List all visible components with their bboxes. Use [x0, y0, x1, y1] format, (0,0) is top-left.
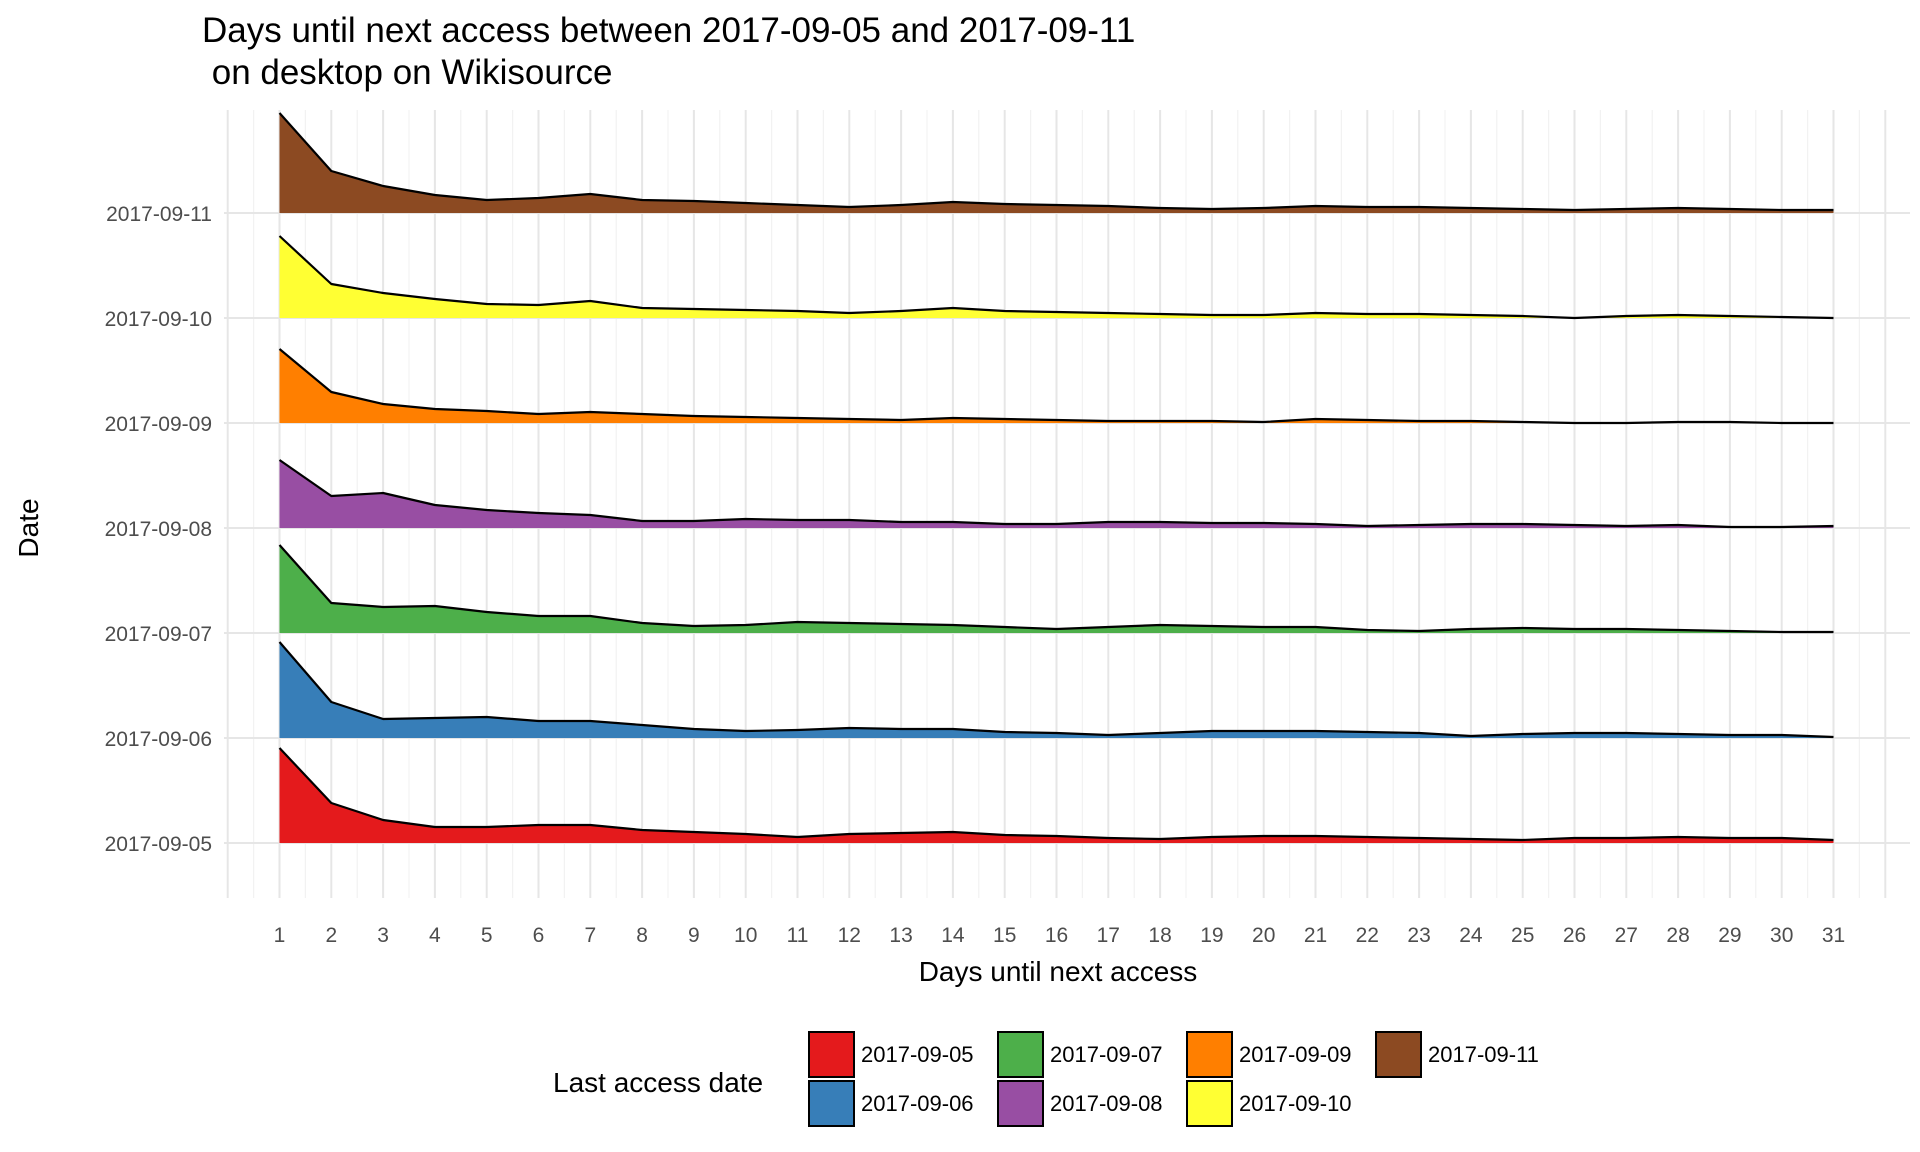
legend-entry-2017-09-09: 2017-09-09: [1186, 1031, 1352, 1078]
x-tick-label: 7: [584, 924, 596, 947]
series-area: [279, 460, 1834, 528]
x-tick-label: 28: [1666, 924, 1689, 947]
series-2017-09-10: [278, 235, 1834, 320]
series-line: [278, 747, 1834, 842]
series-line: [278, 348, 1834, 425]
x-tick-label: 11: [787, 924, 809, 947]
legend-entry-2017-09-06: 2017-09-06: [808, 1080, 974, 1127]
legend-entry-2017-09-11: 2017-09-11: [1375, 1031, 1539, 1078]
y-tick-label: 2017-09-10: [105, 308, 212, 331]
series-2017-09-05: [278, 747, 1834, 843]
x-tick-label: 5: [481, 924, 493, 947]
x-tick-label: 20: [1252, 924, 1275, 947]
legend-swatch: [997, 1031, 1044, 1078]
series-area: [279, 545, 1834, 633]
x-tick-label: 25: [1511, 924, 1534, 947]
legend-entry-2017-09-10: 2017-09-10: [1186, 1080, 1352, 1127]
y-axis-ticks: 2017-09-05 2017-09-06 2017-09-07 2017-09-08…: [105, 203, 212, 856]
chart-title-line2: on desktop on Wikisource: [202, 53, 612, 92]
x-tick-label: 1: [274, 924, 286, 947]
legend-entry-2017-09-05: 2017-09-05: [808, 1031, 974, 1078]
legend-label: 2017-09-06: [861, 1091, 974, 1116]
legend-swatch: [1186, 1031, 1233, 1078]
ridgeline-areas: [278, 112, 1834, 843]
x-tick-label: 3: [377, 924, 389, 947]
series-2017-09-06: [278, 641, 1834, 739]
chart-title-line1: Days until next access between 2017-09-0…: [202, 11, 1135, 50]
x-tick-label: 15: [993, 924, 1016, 947]
grid: [224, 110, 1910, 898]
series-2017-09-08: [278, 459, 1834, 529]
legend-swatch: [808, 1031, 855, 1078]
x-tick-label: 9: [688, 924, 700, 947]
legend-entry-2017-09-08: 2017-09-08: [997, 1080, 1163, 1127]
series-line: [278, 459, 1834, 529]
x-tick-label: 26: [1563, 924, 1586, 947]
series-area: [279, 349, 1834, 423]
x-tick-label: 19: [1200, 924, 1223, 947]
x-tick-label: 24: [1459, 924, 1483, 947]
series-area: [279, 113, 1834, 213]
x-tick-label: 8: [636, 924, 648, 947]
y-tick-label: 2017-09-11: [106, 203, 212, 226]
series-2017-09-09: [278, 348, 1834, 425]
legend-label: 2017-09-08: [1050, 1091, 1163, 1116]
legend-title: Last access date: [553, 1067, 763, 1098]
x-tick-label: 6: [533, 924, 545, 947]
series-line: [278, 544, 1834, 634]
legend-label: 2017-09-05: [861, 1042, 974, 1067]
legend-label: 2017-09-11: [1428, 1042, 1539, 1067]
series-area: [279, 236, 1834, 318]
x-tick-label: 2: [325, 924, 337, 947]
legend-entry-2017-09-07: 2017-09-07: [997, 1031, 1163, 1078]
legend-swatch: [1186, 1080, 1233, 1127]
x-tick-label: 27: [1615, 924, 1638, 947]
legend-label: 2017-09-09: [1239, 1042, 1352, 1067]
x-tick-label: 31: [1822, 924, 1845, 947]
y-tick-label: 2017-09-07: [105, 623, 212, 646]
x-tick-label: 30: [1770, 924, 1793, 947]
x-axis-title: Days until next access: [919, 956, 1198, 987]
x-axis-ticks: 1 2 3 4 5 6 7 8 9 10 11 12 13 14 15 16 17 18 19 20 21 22 23 24 2…: [274, 924, 1846, 947]
x-tick-label: 18: [1148, 924, 1171, 947]
x-tick-label: 17: [1097, 924, 1120, 947]
legend-swatch: [808, 1080, 855, 1127]
y-tick-label: 2017-09-06: [105, 728, 212, 751]
legend-swatch: [997, 1080, 1044, 1127]
series-2017-09-11: [278, 112, 1834, 213]
x-tick-label: 10: [734, 924, 757, 947]
x-tick-label: 12: [838, 924, 861, 947]
x-tick-label: 16: [1045, 924, 1068, 947]
x-tick-label: 14: [941, 924, 965, 947]
x-tick-label: 29: [1718, 924, 1741, 947]
series-line: [278, 112, 1834, 212]
x-tick-label: 21: [1304, 924, 1327, 947]
x-tick-label: 22: [1356, 924, 1379, 947]
x-tick-label: 4: [429, 924, 441, 947]
legend: Last access date 2017-09-05 2017-09-06 201…: [553, 1031, 1539, 1127]
series-2017-09-07: [278, 544, 1834, 634]
legend-label: 2017-09-07: [1050, 1042, 1163, 1067]
x-tick-label: 13: [889, 924, 912, 947]
x-tick-label: 23: [1407, 924, 1430, 947]
legend-label: 2017-09-10: [1239, 1091, 1352, 1116]
y-tick-label: 2017-09-08: [105, 518, 212, 541]
y-axis-title: Date: [13, 498, 44, 557]
y-tick-label: 2017-09-09: [105, 413, 212, 436]
series-line: [278, 235, 1834, 320]
series-area: [279, 748, 1834, 843]
series-line: [278, 641, 1834, 739]
legend-swatch: [1375, 1031, 1422, 1078]
y-tick-label: 2017-09-05: [105, 833, 212, 856]
series-area: [279, 642, 1834, 738]
